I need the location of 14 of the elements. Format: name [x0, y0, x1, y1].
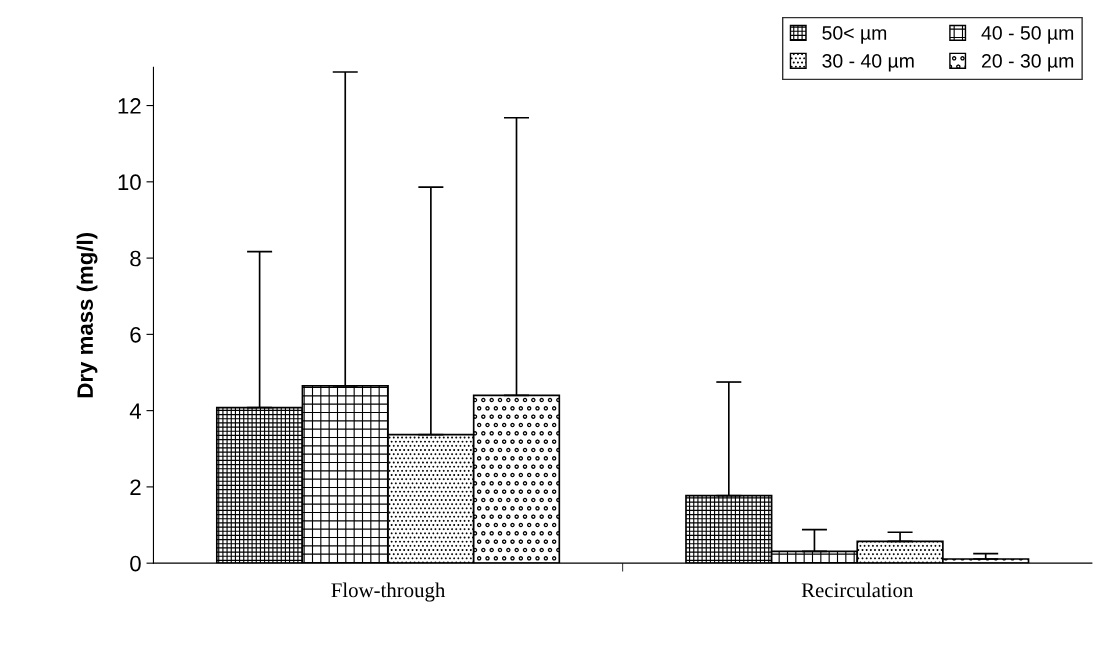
y-tick-label: 4	[129, 403, 141, 419]
y-tick-label: 2	[130, 479, 141, 495]
y-tick-label: 0	[130, 555, 141, 572]
legend-label: 50< µm	[822, 26, 887, 44]
x-tick-label: Recirculation	[801, 582, 914, 598]
x-tick-label: Flow-through	[331, 582, 446, 602]
y-tick-label: 8	[130, 250, 141, 267]
legend-label: 30 - 40 µm	[822, 54, 914, 72]
legend-label: 20 - 30 µm	[982, 54, 1074, 72]
legend-label: 40 - 50 µm	[981, 26, 1074, 44]
y-tick-label: 6	[130, 326, 141, 343]
y-tick-label: 12	[118, 98, 141, 114]
y-axis-title: Dry mass (mg/l)	[76, 233, 98, 398]
y-tick-label: 10	[118, 174, 141, 191]
